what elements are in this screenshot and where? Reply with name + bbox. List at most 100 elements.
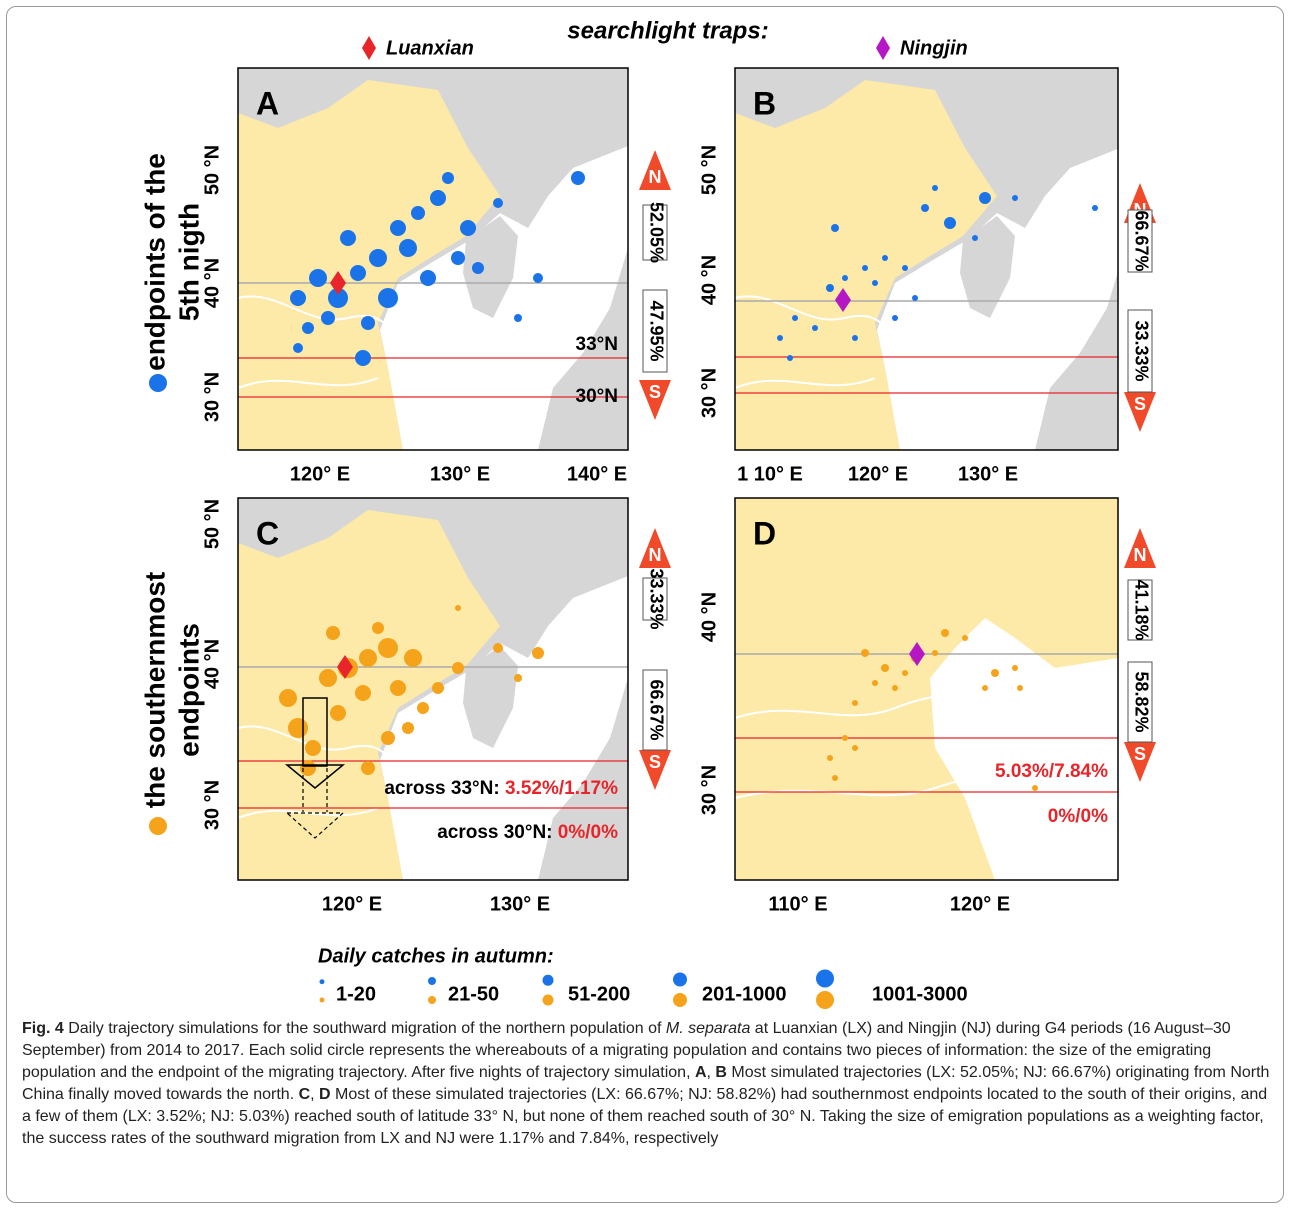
x-tick-label: 1 10° E [737, 463, 803, 485]
endpoint-dot [442, 172, 454, 184]
endpoint-dot [417, 702, 429, 714]
north-arrow [639, 528, 671, 568]
north-marker: N [649, 167, 662, 187]
legend-label: 21-50 [448, 983, 499, 1005]
endpoint-dot [842, 735, 848, 741]
annotation-value: 30°N [576, 386, 618, 407]
endpoint-dot [411, 206, 425, 220]
endpoint-dot [514, 674, 522, 682]
endpoint-dot [787, 355, 793, 361]
endpoint-dot [812, 325, 818, 331]
south-marker: S [1134, 394, 1146, 414]
x-tick-label: 130° E [490, 893, 550, 915]
legend-dot [816, 991, 834, 1009]
endpoint-dot [330, 705, 346, 721]
endpoint-dot [777, 335, 783, 341]
north-arrow [639, 150, 671, 190]
north-marker: N [649, 545, 662, 565]
caption: Fig. 4 Daily trajectory simulations for … [22, 1018, 1272, 1150]
endpoint-dot [378, 288, 398, 308]
percent-box [1127, 661, 1153, 743]
endpoint-dot [932, 650, 938, 656]
percent-box [642, 577, 668, 621]
endpoint-dot [533, 273, 543, 283]
legend-dot [673, 993, 687, 1007]
annotation-value: 0%/0% [558, 822, 618, 843]
endpoint-dot [390, 220, 406, 236]
line-annotation: across 33°N: 3.52%/1.17% [384, 778, 618, 799]
y-tick-label: 40 °N [698, 255, 720, 305]
x-tick-label: 110° E [768, 893, 827, 915]
percent-label: 58.82% [1131, 671, 1151, 732]
endpoint-dot [455, 605, 461, 611]
caption-text: , [310, 1086, 320, 1103]
legend-dot [428, 977, 436, 985]
endpoint-dot [355, 350, 371, 366]
china-land [735, 498, 1118, 880]
endpoint-dot [472, 262, 484, 274]
percent-label: 52.05% [646, 202, 666, 263]
endpoint-dot [826, 284, 834, 292]
legend-label: 1-20 [336, 983, 376, 1005]
percent-box [642, 204, 668, 261]
south-arrow [639, 750, 671, 790]
endpoint-dot [1017, 685, 1023, 691]
endpoint-dot [300, 760, 316, 776]
legend-dot [673, 972, 687, 987]
panel-border [734, 67, 1119, 451]
y-tick-label: 30 °N [698, 765, 720, 815]
endpoint-dot [493, 643, 503, 653]
x-tick-label: 120° E [848, 463, 908, 485]
endpoint-dot [460, 220, 476, 236]
annotation-value: 5.03%/7.84% [995, 761, 1108, 782]
line-annotation: across 30°N: 0%/0% [437, 822, 618, 843]
endpoint-dot [326, 626, 340, 640]
caption-text: at Luanxian (LX) and Ningjin (NJ) during… [22, 1020, 1231, 1081]
percent-box [1127, 579, 1153, 641]
endpoint-dot [319, 669, 337, 687]
endpoint-dot [361, 316, 375, 330]
south-marker: S [649, 752, 661, 772]
row-label: endpoints [173, 623, 204, 757]
endpoint-dot [381, 731, 395, 745]
site-marker [337, 655, 353, 679]
site-marker [909, 642, 925, 666]
caption-text: , [706, 1064, 716, 1081]
endpoint-dot [972, 235, 978, 241]
south-marker: S [649, 382, 661, 402]
site-marker [876, 36, 890, 60]
korea [463, 646, 518, 748]
endpoint-dot [882, 255, 888, 261]
annotation-prefix: across 30°N: [437, 822, 552, 843]
caption-label: Fig. 4 [22, 1020, 64, 1037]
endpoint-dot [420, 270, 436, 286]
province-border [735, 295, 896, 331]
endpoint-dot [991, 669, 999, 677]
endpoint-dot [350, 265, 366, 281]
endpoint-dot [514, 314, 522, 322]
endpoint-dot [932, 185, 938, 191]
endpoint-dot [432, 682, 444, 694]
caption-ref: A [694, 1064, 707, 1081]
endpoint-dot [302, 322, 314, 334]
percent-label: 41.18% [1131, 579, 1151, 640]
endpoint-dot [892, 315, 898, 321]
endpoint-dot [309, 269, 327, 287]
annotation-value: 3.52%/1.17% [505, 778, 618, 799]
figure: searchlight traps: Luanxian Ningjin endpoin… [139, 17, 1156, 1009]
map [238, 68, 628, 450]
south-arrow [639, 380, 671, 420]
endpoint-dot [902, 670, 908, 676]
y-tick-label: 30 °N [698, 368, 720, 418]
south-arrow [1124, 392, 1156, 432]
percent-box [642, 669, 668, 751]
caption-text: Most of these simulated trajectories (LX… [22, 1086, 1268, 1147]
endpoint-dot [1032, 785, 1038, 791]
endpoint-dot [361, 761, 375, 775]
endpoint-dot [359, 649, 377, 667]
endpoint-dot [832, 775, 838, 781]
endpoint-dot [892, 685, 898, 691]
endpoint-dot [1092, 205, 1098, 211]
endpoint-dot [430, 190, 446, 206]
